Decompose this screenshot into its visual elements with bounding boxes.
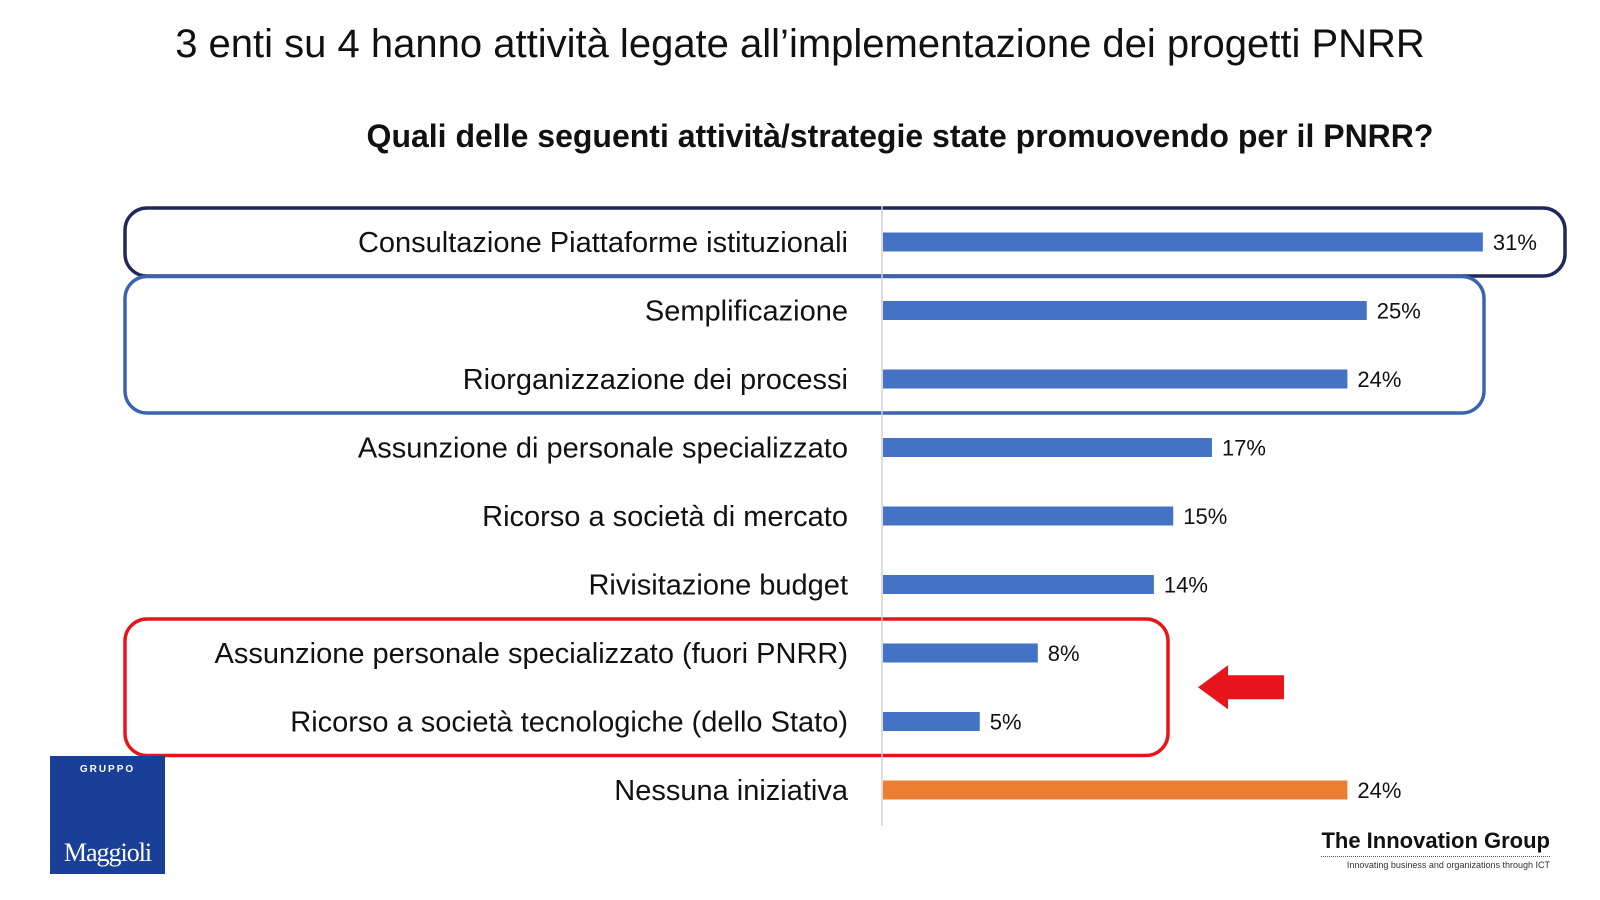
- maggioli-logo-name: Maggioli: [63, 838, 152, 867]
- bar: [883, 575, 1154, 594]
- innovation-group-tagline: Innovating business and organizations th…: [1346, 860, 1550, 870]
- bar: [883, 301, 1367, 320]
- highlight-box-simplification: [123, 274, 1486, 415]
- value-label: 17%: [1222, 436, 1266, 461]
- slide-title: 3 enti su 4 hanno attività legate all’im…: [175, 22, 1425, 66]
- value-label: 25%: [1377, 299, 1421, 324]
- bar: [883, 780, 1348, 800]
- value-label: 5%: [990, 710, 1022, 735]
- bar: [883, 232, 1483, 252]
- value-label: 24%: [1357, 367, 1401, 392]
- category-label: Consultazione Piattaforme istituzionali: [358, 227, 848, 259]
- value-label: 15%: [1183, 504, 1227, 529]
- category-label: Assunzione di personale specializzato: [358, 433, 848, 465]
- category-label: Assunzione personale specializzato (fuor…: [215, 638, 848, 670]
- maggioli-logo: GRUPPO Maggioli: [50, 756, 165, 874]
- innovation-group-name: The Innovation Group: [1321, 828, 1550, 857]
- value-label: 14%: [1164, 573, 1208, 598]
- category-label: Rivisitazione budget: [588, 570, 848, 602]
- bar: [883, 369, 1348, 389]
- value-label: 24%: [1357, 778, 1401, 803]
- bar: [883, 438, 1212, 457]
- maggioli-logo-group: GRUPPO: [79, 764, 136, 775]
- category-label: Semplificazione: [645, 296, 848, 328]
- bar: [883, 712, 980, 731]
- category-label: Riorganizzazione dei processi: [463, 364, 848, 396]
- bar: [883, 643, 1038, 663]
- value-label: 8%: [1048, 641, 1080, 666]
- innovation-group-logo: The Innovation Group Innovating business…: [1321, 828, 1550, 870]
- category-label: Nessuna iniziativa: [614, 775, 849, 807]
- value-label: 31%: [1493, 230, 1537, 255]
- highlight-box-outside-pnrr: [123, 617, 1170, 758]
- left-arrow-icon: [1198, 665, 1284, 710]
- bar: [883, 506, 1174, 526]
- category-label: Ricorso a società di mercato: [482, 501, 848, 533]
- chart-title: Quali delle seguenti attività/strategie …: [366, 118, 1434, 154]
- category-label: Ricorso a società tecnologiche (dello St…: [290, 707, 848, 739]
